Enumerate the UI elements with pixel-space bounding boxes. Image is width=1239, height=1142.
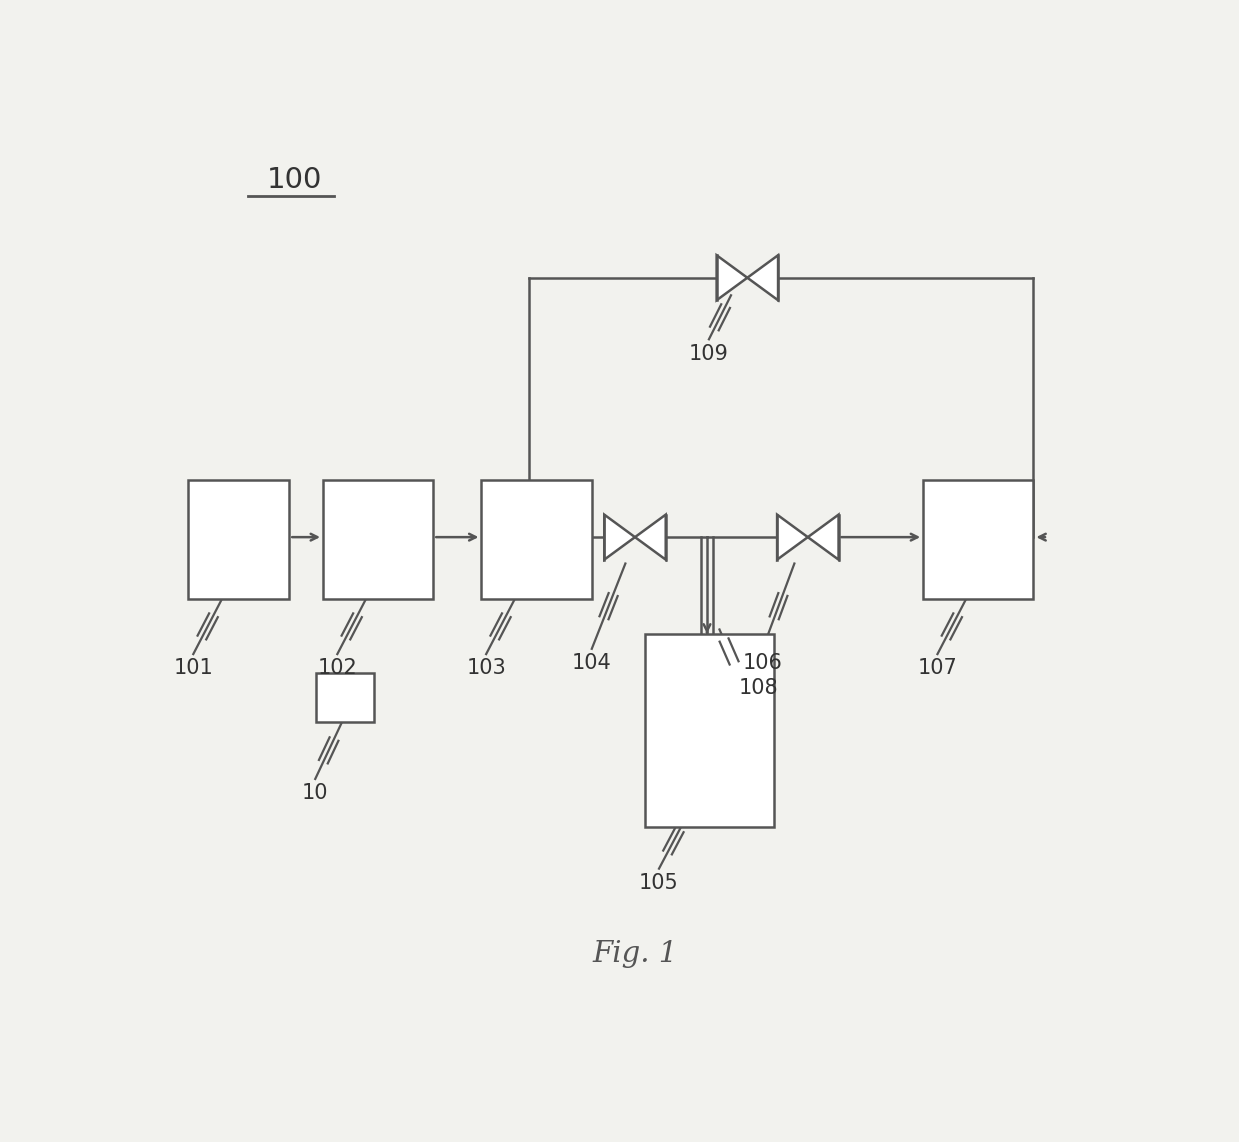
Text: 101: 101 (173, 659, 213, 678)
Bar (323, 480, 434, 598)
Text: 103: 103 (466, 659, 506, 678)
Text: 102: 102 (317, 659, 357, 678)
Bar (316, 674, 374, 722)
Text: 106: 106 (742, 653, 783, 674)
Text: 107: 107 (918, 659, 958, 678)
Text: 10: 10 (302, 783, 328, 803)
Polygon shape (747, 255, 778, 300)
Polygon shape (636, 515, 665, 560)
Polygon shape (716, 255, 747, 300)
Polygon shape (808, 515, 839, 560)
Text: 108: 108 (738, 678, 778, 698)
Text: 104: 104 (572, 653, 612, 674)
Bar (644, 634, 774, 827)
Bar (923, 480, 1033, 598)
Text: 105: 105 (639, 872, 679, 893)
Text: 100: 100 (266, 167, 322, 194)
Polygon shape (777, 515, 808, 560)
Polygon shape (605, 515, 636, 560)
Bar (188, 480, 290, 598)
Bar (481, 480, 592, 598)
Text: 109: 109 (689, 344, 729, 363)
Text: Fig. 1: Fig. 1 (592, 940, 678, 968)
